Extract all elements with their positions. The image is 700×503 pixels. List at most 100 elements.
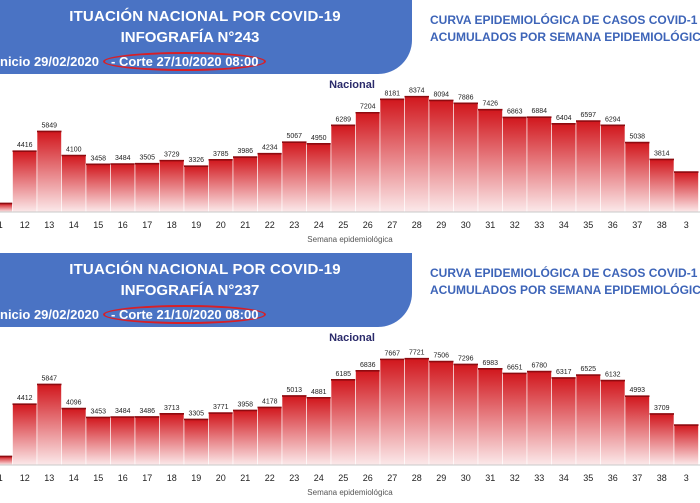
bar-week-13 [36,131,62,213]
value-label: 6884 [531,108,547,115]
tick-label: 35 [583,220,593,230]
tick-label: 22 [265,220,275,230]
bar-week-15 [85,417,111,466]
bar-week-17 [134,416,160,466]
bar-week-24 [306,143,332,213]
tick-label: 17 [142,220,152,230]
bar-week-31 [477,368,503,466]
start-date: nicio 29/02/2020 [0,307,100,322]
value-label: 3771 [213,404,229,411]
bar-week-11 [0,456,13,466]
value-label: 7426 [482,101,498,108]
tick-label: 19 [191,220,201,230]
banner-dates: nicio 29/02/2020- Corte 27/10/2020 08:00 [0,52,267,71]
bar-week-35 [575,374,601,466]
infografia-panel-237: ITUACIÓN NACIONAL POR COVID-19 INFOGRAFÍ… [0,253,700,503]
value-label: 5849 [41,122,57,129]
bar-week-28 [404,96,430,213]
value-label: 6651 [507,364,523,371]
value-label: 3305 [188,410,204,417]
value-label: 4096 [66,400,82,407]
curve-title-line-1: CURVA EPIDEMIOLÓGICA DE CASOS COVID-1 [430,13,698,27]
value-label: 3958 [237,401,253,408]
bar-week-34 [551,377,577,466]
tick-label: 32 [510,473,520,483]
infografia-panel-243: ITUACIÓN NACIONAL POR COVID-19 INFOGRAFÍ… [0,0,700,250]
bar-week-23 [281,395,307,466]
tick-label: 13 [44,220,54,230]
tick-label: 12 [20,473,30,483]
bar-week-27 [379,359,405,466]
value-label: 6597 [580,112,596,119]
tick-label: 35 [583,473,593,483]
start-date: nicio 29/02/2020 [0,54,100,69]
value-label: 4178 [262,398,278,405]
banner-title: ITUACIÓN NACIONAL POR COVID-19 [69,8,341,25]
bar-week-37 [624,142,650,213]
bar-week-12 [12,150,38,213]
tick-label: 33 [534,473,544,483]
value-label: 5038 [629,134,645,141]
tick-label: 25 [338,220,348,230]
value-label: 4412 [17,395,33,402]
tick-label: 28 [412,220,422,230]
bar-week-19 [183,165,209,213]
tick-label: 34 [559,473,569,483]
value-label: 8374 [409,88,425,95]
tick-label: 30 [461,473,471,483]
bar-week-38 [649,159,675,213]
value-label: 6317 [556,369,572,376]
tick-label: 1 [0,473,3,483]
bar-week-13 [36,384,62,466]
bar-week-30 [453,364,479,466]
value-label: 3484 [115,155,131,162]
tick-label: 27 [387,220,397,230]
tick-label: 18 [167,473,177,483]
value-label: 3453 [90,408,106,415]
bar-week-18 [159,413,185,466]
bar-week-39 [673,171,699,213]
bar-week-22 [257,153,283,213]
tick-label: 14 [69,220,79,230]
curve-title: CURVA EPIDEMIOLÓGICA DE CASOS COVID-1 AC… [430,265,700,299]
bar-week-21 [232,410,258,466]
bar-week-15 [85,164,111,213]
value-label: 6132 [605,372,621,379]
chart-title: Nacional [329,332,375,344]
bar-week-27 [379,98,405,213]
value-label: 3326 [188,157,204,164]
tick-label: 32 [510,220,520,230]
tick-label: 24 [314,220,324,230]
bar-week-16 [110,163,136,213]
tick-label: 16 [118,220,128,230]
value-label: 3713 [164,405,180,412]
bar-week-30 [453,103,479,213]
value-label: 7296 [458,355,474,362]
bar-week-22 [257,407,283,466]
tick-label: 38 [657,473,667,483]
value-label: 7204 [360,104,376,111]
bar-week-19 [183,419,209,466]
value-label: 3709 [654,405,670,412]
bar-week-20 [208,159,234,213]
value-label: 4416 [17,142,33,149]
value-label: 8181 [384,90,400,97]
value-label: 7721 [409,350,425,357]
bar-week-38 [649,413,675,466]
bar-week-26 [355,112,381,213]
value-label: 7886 [458,94,474,101]
banner-infografia: INFOGRAFÍA N°243 [120,29,260,46]
bar-week-17 [134,163,160,213]
epi-curve-chart: Nacional 1 4416 12 5849 13 4100 14 3458 15 3484 16 3… [0,79,700,244]
value-label: 6863 [507,108,523,115]
tick-label: 29 [436,473,446,483]
tick-label: 17 [142,473,152,483]
tick-label: 16 [118,473,128,483]
value-label: 6836 [360,362,376,369]
curve-title-line-2: ACUMULADOS POR SEMANA EPIDEMIOLÓGIC [430,30,700,44]
tick-label: 37 [632,220,642,230]
bar-week-33 [526,116,552,213]
tick-label: 36 [608,220,618,230]
value-label: 4950 [311,135,327,142]
tick-label: 33 [534,220,544,230]
